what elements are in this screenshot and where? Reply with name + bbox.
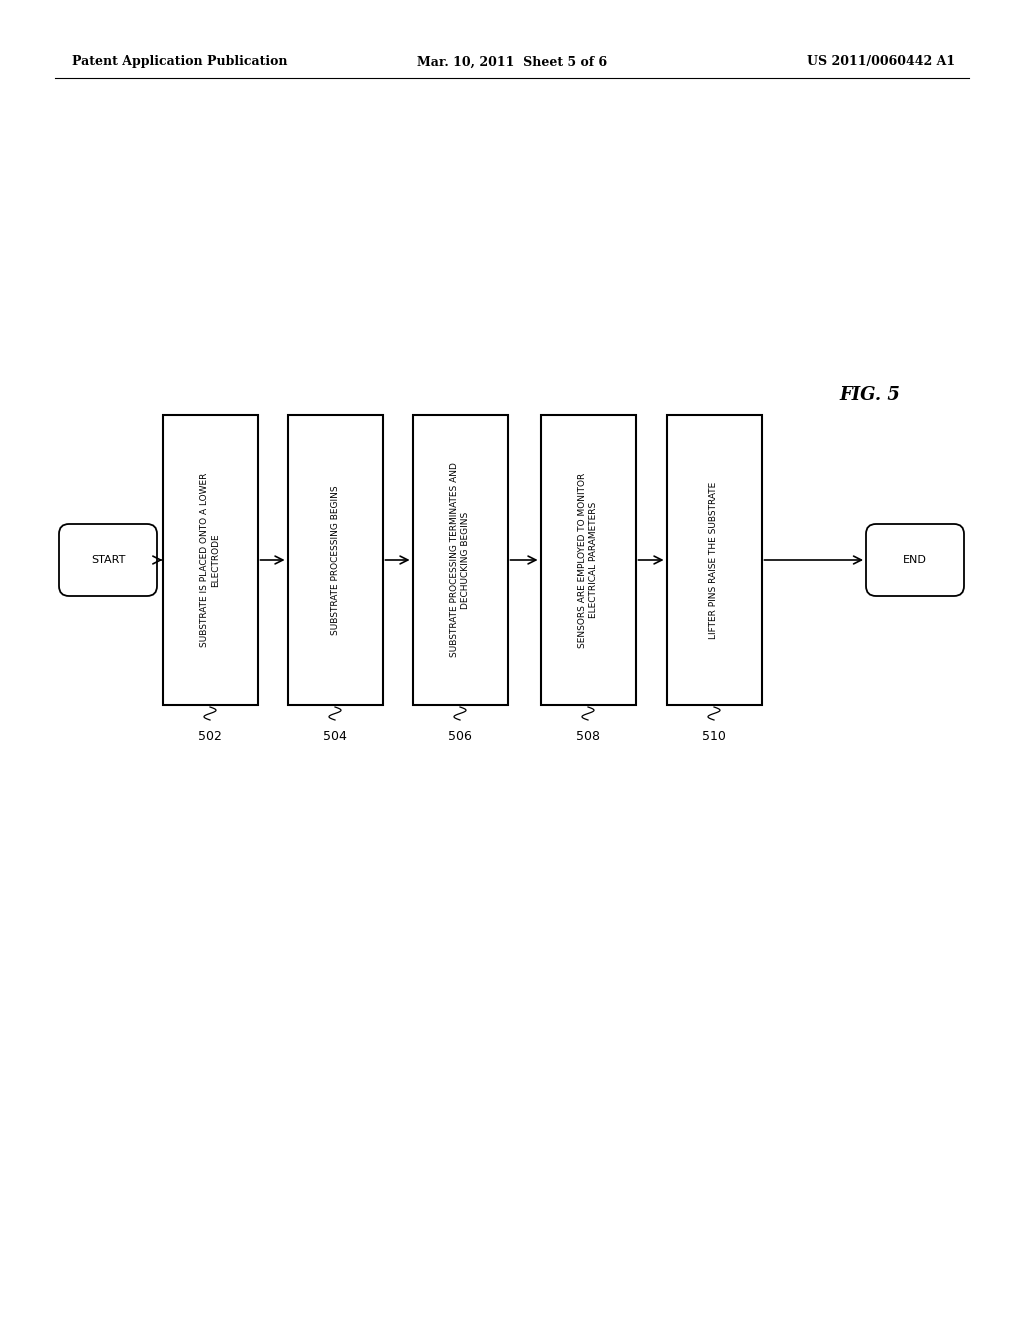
- Text: SUBSTRATE PROCESSING TERMINATES AND
DECHUCKING BEGINS: SUBSTRATE PROCESSING TERMINATES AND DECH…: [451, 462, 470, 657]
- Text: 502: 502: [198, 730, 222, 743]
- Text: SENSORS ARE EMPLOYED TO MONITOR
ELECTRICAL PARAMETERS: SENSORS ARE EMPLOYED TO MONITOR ELECTRIC…: [579, 473, 598, 648]
- Text: LIFTER PINS RAISE THE SUBSTRATE: LIFTER PINS RAISE THE SUBSTRATE: [710, 482, 719, 639]
- FancyBboxPatch shape: [866, 524, 964, 597]
- Text: Patent Application Publication: Patent Application Publication: [72, 55, 288, 69]
- Text: US 2011/0060442 A1: US 2011/0060442 A1: [807, 55, 955, 69]
- Text: 510: 510: [702, 730, 726, 743]
- FancyBboxPatch shape: [59, 524, 157, 597]
- Text: SUBSTRATE IS PLACED ONTO A LOWER
ELECTRODE: SUBSTRATE IS PLACED ONTO A LOWER ELECTRO…: [201, 473, 220, 647]
- Bar: [541, 414, 636, 705]
- Text: FIG. 5: FIG. 5: [840, 385, 900, 404]
- Text: Mar. 10, 2011  Sheet 5 of 6: Mar. 10, 2011 Sheet 5 of 6: [417, 55, 607, 69]
- Text: SUBSTRATE PROCESSING BEGINS: SUBSTRATE PROCESSING BEGINS: [331, 486, 340, 635]
- Bar: [288, 414, 383, 705]
- Text: 504: 504: [323, 730, 347, 743]
- Bar: [413, 414, 508, 705]
- Text: START: START: [91, 554, 125, 565]
- Text: 506: 506: [449, 730, 472, 743]
- Bar: [163, 414, 257, 705]
- Text: END: END: [903, 554, 927, 565]
- Bar: [667, 414, 762, 705]
- Text: 508: 508: [575, 730, 600, 743]
